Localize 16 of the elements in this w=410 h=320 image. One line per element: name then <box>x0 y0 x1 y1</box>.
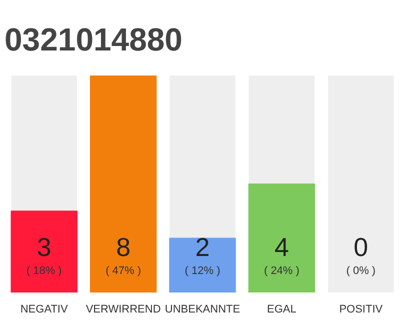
x-tick-label: EGAL <box>267 304 296 316</box>
data-label: 8 <box>116 232 131 262</box>
annotation: ( 0% ) <box>346 264 376 277</box>
x-tick-label: VERWIRREND <box>86 304 161 316</box>
x-tick-label: NEGATIV <box>20 304 68 316</box>
x-tick-label: POSITIV <box>339 304 384 316</box>
data-label: 0 <box>354 232 368 262</box>
annotation: ( 24% ) <box>264 264 300 277</box>
annotation: ( 18% ) <box>26 264 62 277</box>
annotation: ( 12% ) <box>184 264 220 277</box>
x-tick-label: UNBEKANNTE <box>164 304 240 316</box>
data-label: 2 <box>195 232 210 262</box>
data-label: 4 <box>274 232 289 262</box>
data-label: 3 <box>36 232 52 262</box>
annotation: ( 47% ) <box>106 264 142 277</box>
chart-title: 0321014880 <box>4 22 182 58</box>
